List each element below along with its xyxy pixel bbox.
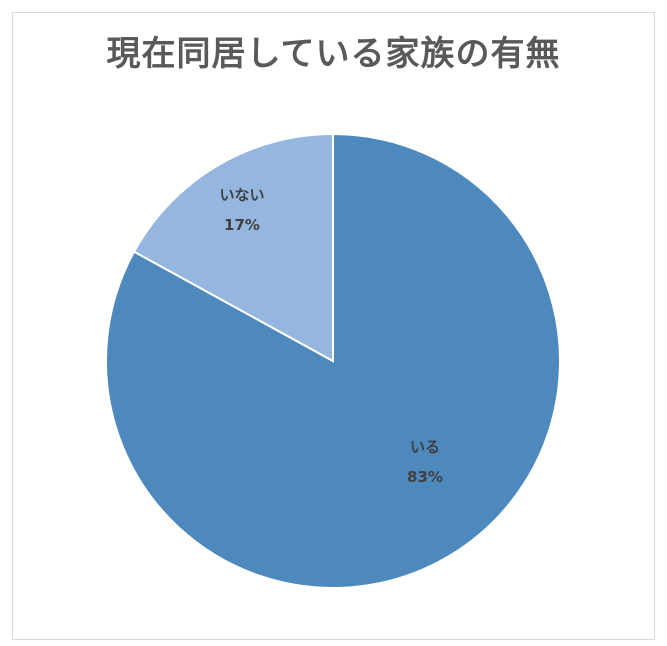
- slice-value-label: 17%: [224, 216, 260, 234]
- slice-value-label: 83%: [407, 468, 443, 486]
- pie-slice-2: [132, 132, 334, 363]
- chart-title: 現在同居している家族の有無: [106, 34, 561, 74]
- chart-area: [12, 12, 655, 640]
- slice-category-label: いない: [219, 186, 264, 204]
- slice-category-label: いる: [410, 438, 440, 456]
